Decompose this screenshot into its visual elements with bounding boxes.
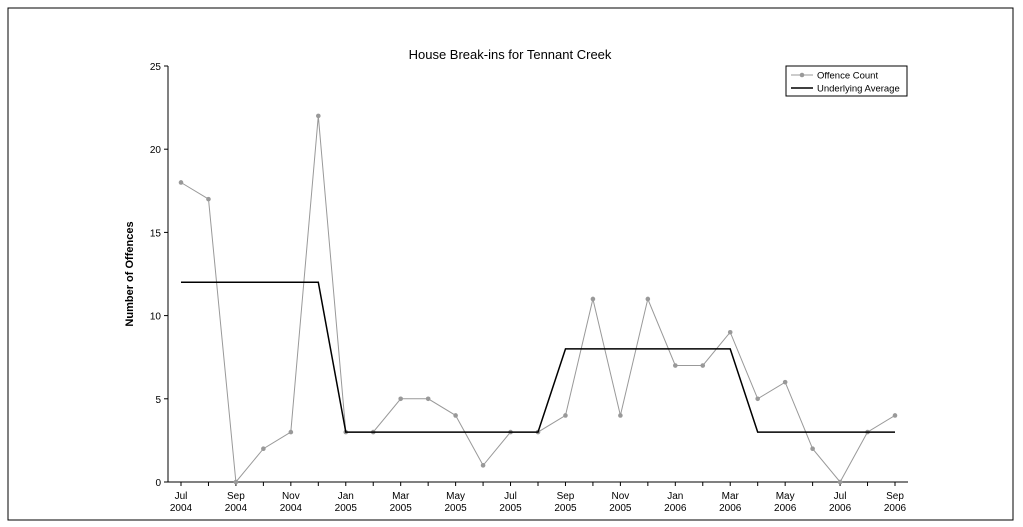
data-point-offence-count [618,413,623,418]
x-tick-label-year: 2006 [719,503,742,514]
x-tick-label-month: Jul [504,491,517,502]
x-tick-label-month: Jan [667,491,683,502]
series-layer [178,113,898,485]
x-tick-label-month: May [776,491,795,502]
x-tick-label-year: 2006 [664,503,687,514]
data-point-offence-count [782,379,788,385]
x-tick-label-year: 2005 [554,503,577,514]
x-tick-label-month: Jul [834,491,847,502]
y-tick-label: 10 [150,312,162,323]
data-point-offence-count [727,329,733,335]
x-tick-label-month: Mar [722,491,740,502]
legend-box [785,65,908,97]
data-point-offence-count [398,396,403,402]
series-line-underlying-average [181,281,895,433]
y-tick-label: 5 [155,395,161,406]
legend-label: Offence Count [817,71,878,82]
data-point-offence-count [206,196,211,202]
x-tick-label-year: 2005 [609,503,632,514]
data-point-offence-count [837,479,843,485]
x-tick-label-month: Jul [175,491,188,502]
x-tick-label-month: Nov [282,491,300,502]
data-point-offence-count [700,363,706,368]
data-point-offence-count [563,413,568,418]
data-point-offence-count [178,180,184,185]
data-point-offence-count [673,363,678,368]
x-tick-label-year: 2005 [444,503,467,514]
y-tick-label: 20 [150,145,162,156]
x-tick-label-month: Sep [886,491,904,502]
data-point-offence-count [425,396,431,402]
series-underlying-average [181,281,895,433]
data-point-offence-count [288,429,294,435]
x-tick-label-year: 2005 [390,503,413,514]
axes: 0510152025Jul2004Sep2004Nov2004Jan2005Ma… [150,62,908,514]
data-point-offence-count [645,296,651,302]
legend: Offence Count Underlying Average [785,65,908,97]
y-axis-label: Number of Offences [124,221,136,326]
x-tick-label-year: 2004 [225,503,248,514]
x-tick-label-year: 2005 [335,503,358,514]
x-tick-label-month: Mar [392,491,410,502]
legend-label: Underlying Average [817,84,900,95]
y-tick-label: 25 [150,62,162,73]
data-point-offence-count [233,479,239,485]
x-tick-label-year: 2005 [499,503,522,514]
chart-title: House Break-ins for Tennant Creek [409,47,612,62]
legend-swatch-marker [799,72,805,78]
data-point-offence-count [316,113,321,119]
x-tick-label-year: 2006 [774,503,797,514]
x-tick-label-month: Sep [227,491,245,502]
x-tick-label-year: 2004 [170,503,193,514]
x-tick-label-year: 2006 [884,503,907,514]
x-tick-label-year: 2004 [280,503,303,514]
data-point-offence-count [480,463,486,468]
x-tick-label-year: 2006 [829,503,852,514]
x-tick-label-month: May [446,491,465,502]
y-tick-label: 15 [150,228,162,239]
data-point-offence-count [590,296,596,302]
data-point-offence-count [892,413,898,418]
x-tick-label-month: Jan [338,491,354,502]
x-tick-label-month: Sep [557,491,575,502]
data-point-offence-count [810,446,815,452]
y-tick-label: 0 [155,478,161,489]
data-point-offence-count [755,396,760,402]
data-point-offence-count [261,446,266,452]
data-point-offence-count [453,413,458,418]
x-tick-label-month: Nov [611,491,629,502]
